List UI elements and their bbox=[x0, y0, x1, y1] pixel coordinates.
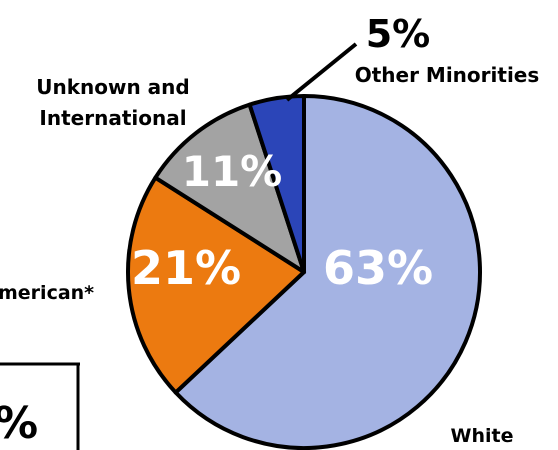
outer-label-unknown-line2: International bbox=[39, 106, 186, 130]
outer-label-other: Other Minorities bbox=[355, 63, 540, 87]
slice-label-white: 63% bbox=[323, 241, 433, 295]
pie-slice-other-minorities bbox=[247, 94, 306, 274]
pie-slice-white bbox=[173, 94, 482, 450]
partial-box-text: % bbox=[0, 398, 38, 449]
pie-slice-unknown-and-international bbox=[153, 102, 306, 274]
outer-label-unknown-line1: Unknown and bbox=[36, 75, 190, 99]
outer-label-hispanic: merican* bbox=[0, 282, 94, 304]
slice-label-unknown: 11% bbox=[182, 147, 283, 196]
outer-label-other-pct: 5% bbox=[366, 12, 431, 56]
outer-label-white: White bbox=[451, 425, 514, 447]
slice-label-hispanic: 21% bbox=[131, 241, 241, 295]
partial-box: % bbox=[0, 362, 80, 450]
pie-slice-hispanic-american bbox=[126, 175, 306, 395]
leader-line-other bbox=[285, 42, 358, 102]
